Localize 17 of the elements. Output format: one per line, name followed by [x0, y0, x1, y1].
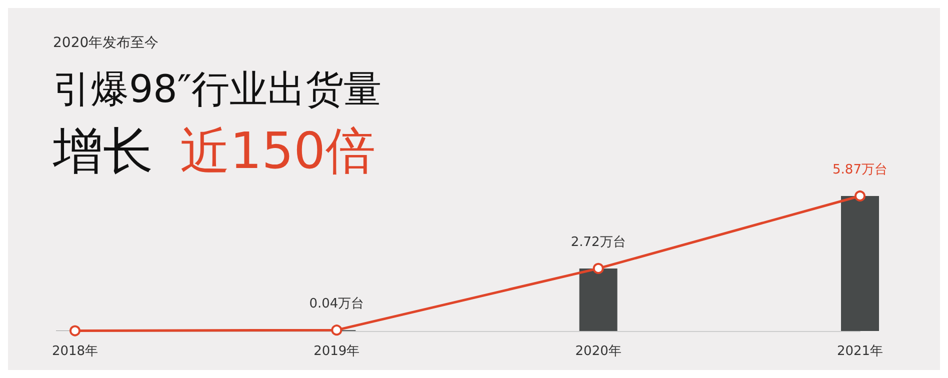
x-tick-label: 2018年 — [52, 344, 98, 359]
point — [854, 190, 866, 202]
data-label: 0.04万台 — [309, 296, 364, 312]
point — [592, 262, 604, 274]
text: 近150倍 — [180, 122, 376, 180]
text: 增长 — [52, 122, 153, 180]
x-tick-label: 2020年 — [575, 344, 622, 359]
point — [70, 325, 80, 336]
x-tick-label: 2021年 — [836, 344, 884, 359]
chart-subtitle: 2020年发布至今 — [53, 35, 159, 51]
x-tick-label: 2019年 — [314, 344, 360, 359]
chart-title: 引爆98″行业出货量 — [53, 67, 382, 111]
bar — [579, 268, 618, 331]
point — [331, 324, 342, 336]
data-label: 5.87万台 — [832, 162, 888, 178]
data-label: 2.72万台 — [570, 234, 626, 250]
bar — [841, 196, 879, 331]
